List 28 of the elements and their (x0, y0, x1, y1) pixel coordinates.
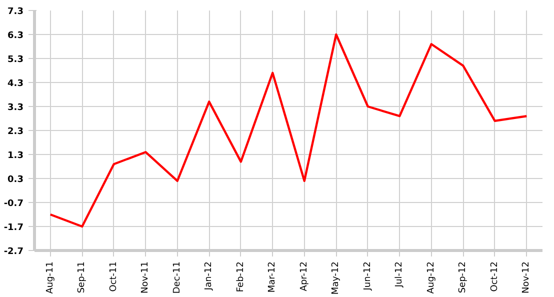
x-tick-label: Mar-12 (268, 261, 278, 293)
y-tick-label: 7.3 (8, 7, 24, 17)
x-tick-label: Jan-12 (204, 261, 214, 292)
y-tick-label: 2.3 (8, 127, 24, 137)
y-tick-label: 5.3 (8, 55, 24, 65)
y-tick-label: 6.3 (8, 31, 24, 41)
x-tick-label: Oct-11 (108, 261, 119, 292)
y-tick-label: -2.7 (4, 247, 24, 257)
x-tick-label: Jul-12 (394, 261, 405, 288)
y-tick-label: 1.3 (8, 151, 24, 161)
x-tick-label: May-12 (331, 261, 342, 295)
x-tick-label: Apr-12 (299, 261, 310, 292)
x-tick-label: Nov-12 (522, 261, 532, 294)
x-tick-label: Aug-11 (45, 261, 56, 294)
x-tick-label: Jun-12 (362, 261, 373, 292)
x-tick-label: Dec-11 (172, 261, 182, 294)
y-tick-label: -0.7 (4, 199, 24, 209)
x-tick-label: Aug-12 (426, 261, 436, 294)
y-tick-label: 4.3 (8, 79, 24, 89)
x-tick-label: Sep-11 (77, 261, 88, 294)
y-tick-label: -1.7 (4, 223, 24, 233)
y-tick-label: 3.3 (8, 103, 24, 113)
x-tick-label: Oct-12 (490, 261, 500, 292)
x-tick-label: Sep-12 (458, 261, 468, 294)
y-tick-label: 0.3 (8, 175, 24, 185)
x-tick-label: Feb-12 (236, 261, 246, 292)
x-tick-label: Nov-11 (140, 261, 151, 294)
line-series (49, 33, 528, 228)
